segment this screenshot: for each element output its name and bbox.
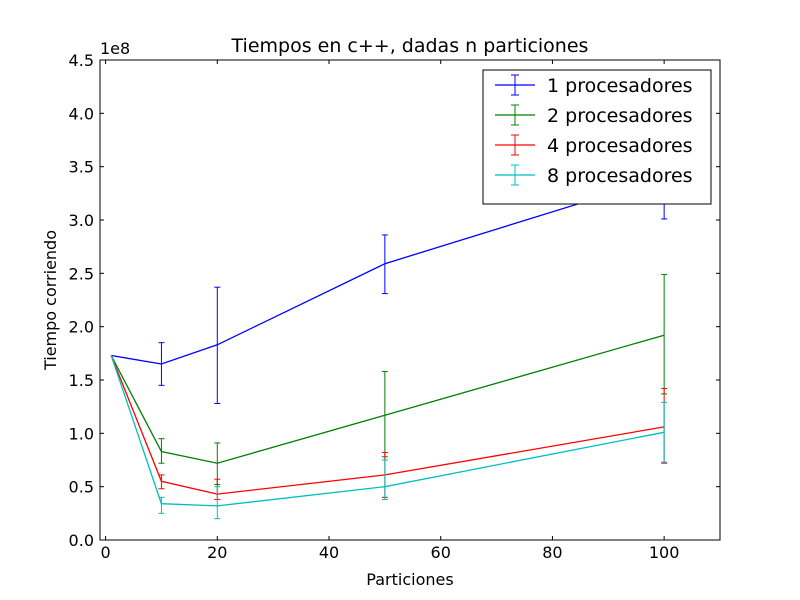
legend: 1 procesadores 2 procesadores 4 procesador… xyxy=(482,69,712,205)
legend-handle xyxy=(495,104,535,126)
legend-label: 1 procesadores xyxy=(547,75,693,97)
error-bar xyxy=(661,401,668,463)
legend-box xyxy=(482,69,712,205)
y-tick-label: 2.5 xyxy=(69,264,94,283)
error-bar xyxy=(158,474,165,490)
legend-item: 2 procesadores xyxy=(495,104,693,127)
legend-item: 8 procesadores xyxy=(495,164,693,187)
legend-item: 4 procesadores xyxy=(495,134,693,157)
x-tick-label: 40 xyxy=(319,543,339,562)
x-tick-label: 0 xyxy=(100,543,110,562)
error-bar xyxy=(158,342,165,386)
series-2 xyxy=(110,273,668,486)
legend-item: 1 procesadores xyxy=(495,74,693,97)
y-tick-label: 4.0 xyxy=(69,104,94,123)
y-tick-label: 0.0 xyxy=(69,531,94,550)
y-axis-ticks: 0.0 0.5 1.0 1.5 2.0 2.5 3.0 3.5 4.0 4.5 xyxy=(69,51,720,550)
y-axis-offset-label: 1e8 xyxy=(100,39,130,58)
y-tick-label: 1.5 xyxy=(69,371,94,390)
plot-frame xyxy=(99,59,721,541)
x-axis-label: Particiones xyxy=(366,570,453,589)
error-bar xyxy=(381,459,388,500)
x-tick-label: 60 xyxy=(431,543,451,562)
y-tick-label: 1.0 xyxy=(69,424,94,443)
legend-handle xyxy=(495,74,535,96)
x-axis-ticks: 0 20 40 60 80 100 xyxy=(100,60,679,562)
y-tick-label: 4.5 xyxy=(69,51,94,70)
y-tick-label: 0.5 xyxy=(69,478,94,497)
error-bar xyxy=(158,496,165,514)
x-tick-label: 100 xyxy=(649,543,680,562)
legend-handle xyxy=(495,134,535,156)
error-bar xyxy=(158,438,165,464)
x-tick-label: 80 xyxy=(542,543,562,562)
legend-label: 2 procesadores xyxy=(547,105,693,127)
error-bar xyxy=(381,234,388,295)
y-tick-label: 3.0 xyxy=(69,211,94,230)
error-bar xyxy=(214,486,221,520)
y-axis-label: Tiempo corriendo xyxy=(41,230,60,371)
legend-handle xyxy=(495,164,535,186)
error-bar xyxy=(214,286,221,404)
legend-label: 8 procesadores xyxy=(547,165,693,187)
series-4 xyxy=(110,355,668,520)
legend-label: 4 procesadores xyxy=(547,135,693,157)
chart-title: Tiempos en c++, dadas n particiones xyxy=(231,35,589,57)
y-tick-label: 3.5 xyxy=(69,158,94,177)
y-tick-label: 2.0 xyxy=(69,318,94,337)
x-tick-label: 20 xyxy=(207,543,227,562)
